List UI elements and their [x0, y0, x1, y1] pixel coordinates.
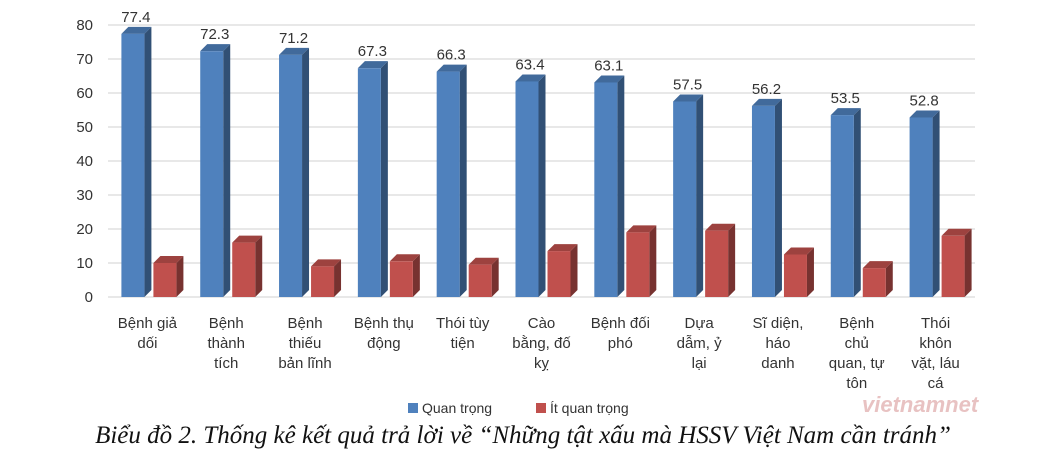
legend-swatch — [536, 403, 546, 413]
category-label: Bệnh giả dối — [118, 315, 178, 352]
data-label: 72.3 — [200, 26, 229, 43]
bar-quan-trong — [436, 64, 467, 297]
data-label: 63.1 — [594, 57, 623, 74]
data-label: 52.8 — [909, 92, 938, 109]
bar-quan-trong — [515, 74, 546, 297]
category-label: Bệnh thụ động — [354, 315, 414, 352]
data-labels: 77.4 72.3 71.2 67.3 66.3 63.4 63.1 57.5 56.2 53.5… — [121, 9, 938, 110]
bar-quan-trong — [357, 61, 388, 298]
category-label: Thói khôn vặt, láu cá — [911, 315, 959, 392]
bar-quan-trong — [909, 110, 940, 297]
watermark-logo: vietnamnet — [862, 392, 979, 417]
bar-quan-trong — [200, 44, 231, 298]
y-tick-label: 0 — [85, 289, 93, 306]
data-label: 63.4 — [515, 56, 544, 73]
bar-it-quan-trong — [626, 225, 657, 297]
bar-chart: 0 10 20 30 40 50 60 70 80 77.4 72.3 71.2 67.3 66.3 63… — [76, 9, 975, 416]
y-tick-label: 10 — [76, 255, 93, 272]
data-label: 67.3 — [358, 43, 387, 60]
bar-it-quan-trong — [468, 257, 499, 297]
category-label: Bệnh thiếu bản lĩnh — [278, 315, 331, 372]
data-label: 57.5 — [673, 77, 702, 94]
data-label: 53.5 — [831, 90, 860, 107]
legend-item: Ít quan trọng — [536, 400, 629, 416]
y-tick-label: 50 — [76, 119, 93, 136]
bar-it-quan-trong — [941, 228, 972, 297]
category-label: Bệnh đối phó — [591, 315, 650, 352]
y-tick-label: 30 — [76, 187, 93, 204]
legend-item: Quan trọng — [408, 400, 492, 416]
data-label: 77.4 — [121, 9, 150, 26]
bar-it-quan-trong — [862, 261, 893, 297]
category-label: Thói tùy tiện — [436, 315, 490, 352]
y-tick-label: 60 — [76, 85, 93, 102]
y-tick-label: 40 — [76, 153, 93, 170]
category-label: Bệnh thành tích — [207, 315, 245, 372]
data-label: 56.2 — [752, 81, 781, 98]
bar-it-quan-trong — [153, 256, 184, 297]
category-label: Sĩ diện, háo danh — [753, 315, 804, 372]
bar-quan-trong — [673, 94, 704, 297]
y-axis: 0 10 20 30 40 50 60 70 80 — [76, 17, 93, 306]
data-label: 66.3 — [437, 47, 466, 64]
y-tick-label: 70 — [76, 51, 93, 68]
data-label: 71.2 — [279, 30, 308, 47]
bar-quan-trong — [751, 98, 782, 297]
bar-quan-trong — [121, 26, 152, 298]
bar-it-quan-trong — [311, 259, 342, 297]
legend: Quan trọng Ít quan trọng — [408, 400, 629, 416]
x-axis: Bệnh giả dối Bệnh thành tích Bệnh thiếu bản lĩn… — [118, 315, 960, 392]
category-label: Cào bằng, đố kỵ — [512, 315, 571, 372]
y-tick-label: 20 — [76, 221, 93, 238]
legend-label: Ít quan trọng — [550, 400, 629, 416]
figure-caption: Biểu đồ 2. Thống kê kết quả trả lời về “… — [95, 422, 951, 449]
legend-label: Quan trọng — [422, 400, 492, 416]
legend-swatch — [408, 403, 418, 413]
bar-it-quan-trong — [705, 223, 736, 297]
category-label: Bệnh chủ quan, tự tôn — [829, 315, 885, 392]
category-label: Dựa dẫm, ỷ lại — [677, 315, 723, 372]
bar-it-quan-trong — [389, 254, 420, 297]
bar-it-quan-trong — [783, 247, 814, 297]
bar-it-quan-trong — [547, 244, 578, 297]
bar-quan-trong — [594, 75, 625, 298]
bar-quan-trong — [279, 47, 310, 297]
bars — [121, 26, 972, 298]
y-tick-label: 80 — [76, 17, 93, 34]
bar-quan-trong — [830, 108, 861, 297]
bar-it-quan-trong — [232, 235, 263, 297]
